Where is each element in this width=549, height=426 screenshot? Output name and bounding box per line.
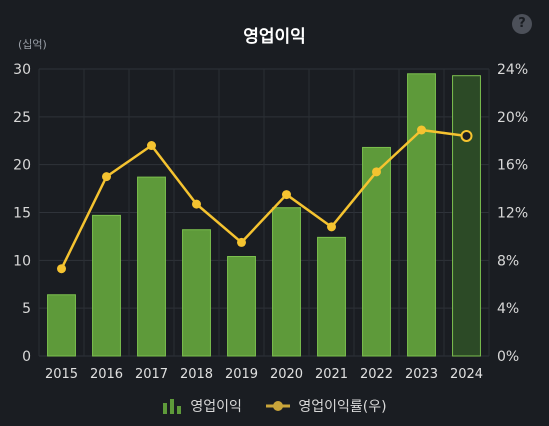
x-tick-label: 2022 [360, 367, 393, 382]
y-left-tick-label: 25 [13, 110, 31, 126]
bar-series-icon [163, 399, 182, 414]
unit-label: (십억) [18, 38, 47, 51]
x-tick-label: 2015 [45, 367, 78, 382]
x-tick-label: 2016 [90, 367, 123, 382]
bar[interactable] [227, 256, 256, 357]
line-series [60, 128, 467, 270]
y-left-tick-label: 0 [22, 349, 31, 365]
line-point[interactable] [57, 264, 66, 274]
line-point[interactable] [147, 141, 156, 151]
bar[interactable] [182, 229, 211, 357]
y-left-tick-label: 15 [13, 206, 31, 222]
x-tick-label: 2018 [180, 367, 213, 382]
bar-layer [47, 73, 481, 357]
bar[interactable] [317, 236, 346, 357]
axis-layer: 0 5 10 15 20 25 30 0% 4% 8% 12% 16% 20% 24% 2015 2016 20… [13, 62, 528, 382]
legend-label-bars: 영업이익 [190, 399, 242, 415]
y-left-tick-label: 30 [13, 62, 31, 78]
help-icon[interactable]: ? [512, 14, 532, 34]
x-tick-label: 2019 [225, 367, 258, 382]
y-left-tick-label: 5 [22, 301, 31, 317]
y-right-tick-label: 24% [497, 62, 528, 78]
y-right-tick-label: 16% [497, 158, 528, 174]
bar[interactable] [407, 73, 436, 357]
line-point[interactable] [282, 190, 291, 200]
chart-title: 영업이익 [243, 27, 306, 47]
x-tick-label: 2020 [270, 367, 303, 382]
bar[interactable] [272, 207, 301, 357]
y-right-tick-label: 12% [497, 206, 528, 222]
line-point[interactable] [192, 199, 201, 209]
line-point[interactable] [102, 172, 111, 182]
y-right-tick-label: 20% [497, 110, 528, 126]
line-point[interactable] [460, 129, 473, 142]
line-series-icon [266, 401, 291, 411]
x-tick-label: 2021 [315, 367, 348, 382]
x-tick-label: 2024 [450, 367, 483, 382]
y-left-tick-label: 20 [13, 158, 31, 174]
y-right-tick-label: 0% [497, 349, 519, 365]
line-point[interactable] [372, 167, 381, 177]
bar[interactable] [452, 75, 481, 357]
y-right-tick-label: 4% [497, 301, 519, 317]
line-point[interactable] [327, 222, 336, 232]
y-right-tick-label: 8% [497, 253, 519, 269]
line-point[interactable] [417, 125, 426, 135]
legend-item-line[interactable]: 영업이익률(우) [266, 396, 387, 416]
bar[interactable] [92, 214, 121, 357]
x-tick-label: 2017 [135, 367, 168, 382]
x-tick-label: 2023 [405, 367, 438, 382]
legend-label-line: 영업이익률(우) [298, 399, 387, 415]
legend: 영업이익 영업이익률(우) [0, 396, 549, 418]
line-layer [57, 125, 473, 274]
bar[interactable] [47, 294, 76, 357]
legend-item-bars[interactable]: 영업이익 [162, 396, 242, 416]
y-left-tick-label: 10 [13, 253, 31, 269]
bar[interactable] [362, 146, 391, 357]
line-point[interactable] [237, 237, 246, 247]
bar[interactable] [137, 176, 166, 357]
